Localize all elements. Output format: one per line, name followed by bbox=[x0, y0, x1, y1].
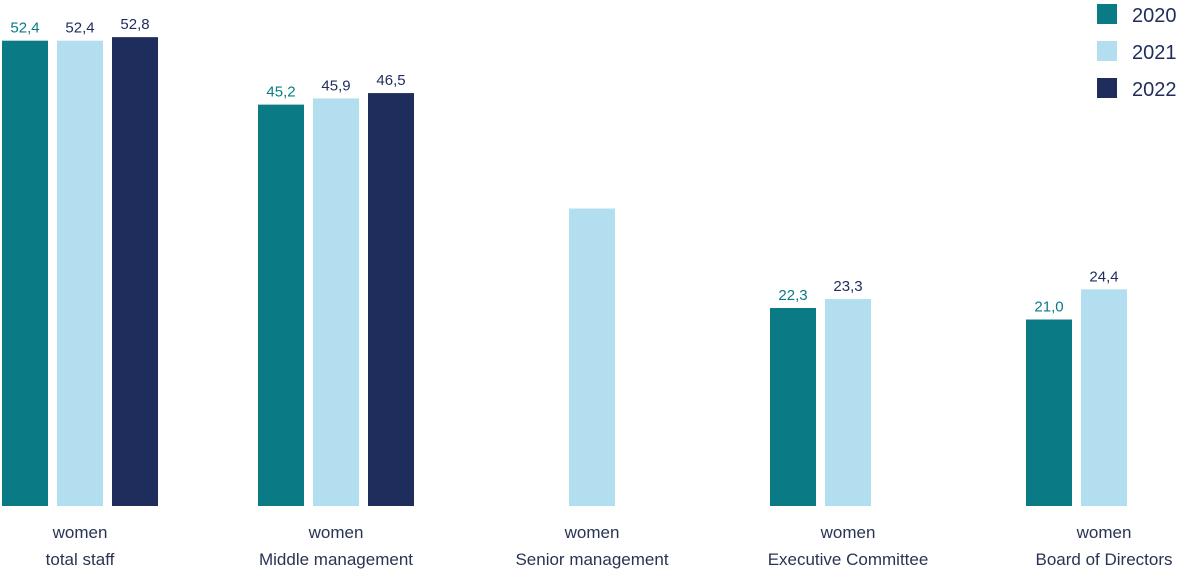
bar-2021-2 bbox=[569, 208, 615, 506]
data-label-2021-4: 24,4 bbox=[1089, 268, 1118, 285]
category-label-line1-4: women bbox=[1076, 523, 1132, 542]
data-labels-group: 52,4 52,4 52,8 45,2 45,9 46,5 22,3 23,3 21,0 24,4 bbox=[10, 16, 1118, 315]
legend: 2020 2021 2022 bbox=[1097, 4, 1177, 101]
bar-2020-3 bbox=[770, 307, 816, 506]
category-label-line2-1: Middle management bbox=[259, 550, 413, 569]
data-label-2020-0: 52,4 bbox=[10, 20, 39, 37]
legend-label-2021: 2021 bbox=[1132, 42, 1177, 64]
category-label-line1-1: women bbox=[308, 523, 364, 542]
bar-2020-0 bbox=[2, 40, 48, 507]
legend-swatch-2022 bbox=[1097, 78, 1117, 98]
bar-2022-0 bbox=[112, 37, 158, 507]
data-label-2020-1: 45,2 bbox=[266, 84, 295, 101]
bar-2022-1 bbox=[368, 93, 414, 506]
bar-2021-3 bbox=[825, 299, 871, 506]
legend-label-2020: 2020 bbox=[1132, 5, 1177, 27]
data-label-2020-4: 21,0 bbox=[1034, 299, 1063, 316]
legend-label-2022: 2022 bbox=[1132, 79, 1177, 101]
category-label-line2-0: total staff bbox=[46, 550, 115, 569]
data-label-2021-3: 23,3 bbox=[833, 278, 862, 295]
category-label-line2-4: Board of Directors bbox=[1036, 550, 1173, 569]
category-labels-group: women total staff women Middle management wo… bbox=[46, 523, 1173, 569]
bars-group bbox=[2, 37, 1127, 507]
bar-2021-1 bbox=[313, 98, 359, 507]
data-label-2021-1: 45,9 bbox=[321, 77, 350, 94]
category-label-line1-2: women bbox=[564, 523, 620, 542]
bar-2021-4 bbox=[1081, 289, 1127, 506]
data-label-2021-0: 52,4 bbox=[65, 20, 94, 37]
legend-swatch-2020 bbox=[1097, 4, 1117, 24]
category-label-line2-3: Executive Committee bbox=[768, 550, 929, 569]
data-label-2022-1: 46,5 bbox=[376, 72, 405, 89]
data-label-2020-3: 22,3 bbox=[778, 287, 807, 304]
bar-2020-4 bbox=[1026, 319, 1072, 506]
category-label-line1-3: women bbox=[820, 523, 876, 542]
bar-2020-1 bbox=[258, 104, 304, 507]
legend-swatch-2021 bbox=[1097, 41, 1117, 61]
category-label-line2-2: Senior management bbox=[515, 550, 668, 569]
category-label-line1-0: women bbox=[52, 523, 108, 542]
bar-2021-0 bbox=[57, 40, 103, 507]
data-label-2022-0: 52,8 bbox=[120, 16, 149, 33]
